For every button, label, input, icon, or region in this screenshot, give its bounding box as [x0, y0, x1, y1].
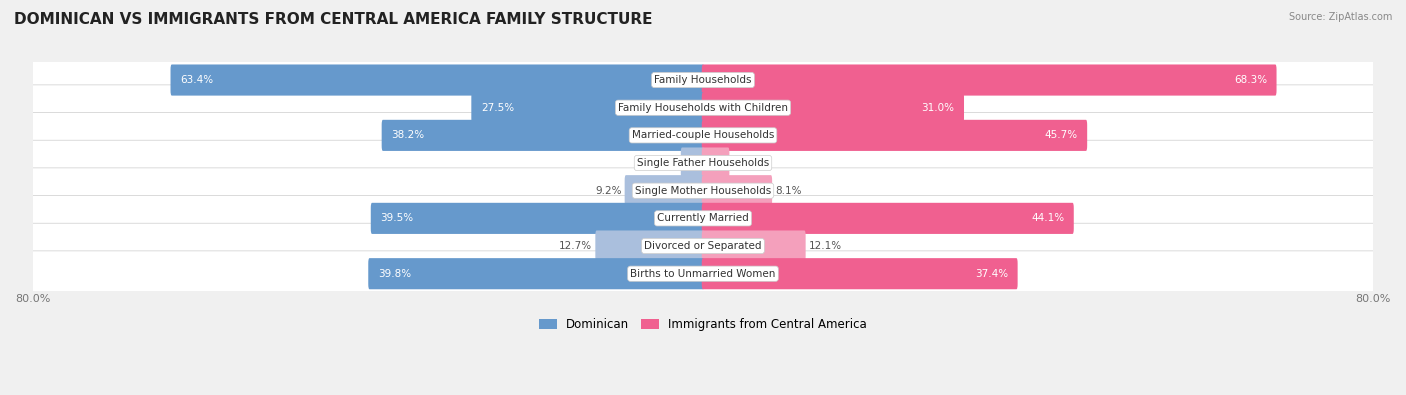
- Text: 2.5%: 2.5%: [651, 158, 678, 168]
- Text: 44.1%: 44.1%: [1031, 213, 1064, 223]
- FancyBboxPatch shape: [30, 251, 1376, 297]
- FancyBboxPatch shape: [381, 120, 704, 151]
- Text: Births to Unmarried Women: Births to Unmarried Women: [630, 269, 776, 279]
- FancyBboxPatch shape: [30, 223, 1376, 269]
- FancyBboxPatch shape: [702, 120, 1087, 151]
- FancyBboxPatch shape: [170, 64, 704, 96]
- Text: 39.8%: 39.8%: [378, 269, 411, 279]
- FancyBboxPatch shape: [30, 113, 1376, 158]
- Text: Family Households with Children: Family Households with Children: [619, 103, 787, 113]
- Text: 39.5%: 39.5%: [381, 213, 413, 223]
- Text: DOMINICAN VS IMMIGRANTS FROM CENTRAL AMERICA FAMILY STRUCTURE: DOMINICAN VS IMMIGRANTS FROM CENTRAL AME…: [14, 12, 652, 27]
- Text: Family Households: Family Households: [654, 75, 752, 85]
- FancyBboxPatch shape: [702, 258, 1018, 289]
- FancyBboxPatch shape: [30, 168, 1376, 214]
- Text: 9.2%: 9.2%: [595, 186, 621, 196]
- Text: Married-couple Households: Married-couple Households: [631, 130, 775, 140]
- FancyBboxPatch shape: [681, 147, 704, 179]
- Text: 12.1%: 12.1%: [808, 241, 842, 251]
- Text: 12.7%: 12.7%: [560, 241, 592, 251]
- Text: Single Mother Households: Single Mother Households: [636, 186, 770, 196]
- Text: 31.0%: 31.0%: [921, 103, 955, 113]
- Text: 3.0%: 3.0%: [733, 158, 759, 168]
- Text: 45.7%: 45.7%: [1045, 130, 1077, 140]
- Text: Divorced or Separated: Divorced or Separated: [644, 241, 762, 251]
- Text: 27.5%: 27.5%: [481, 103, 515, 113]
- FancyBboxPatch shape: [371, 203, 704, 234]
- FancyBboxPatch shape: [702, 64, 1277, 96]
- FancyBboxPatch shape: [702, 203, 1074, 234]
- Legend: Dominican, Immigrants from Central America: Dominican, Immigrants from Central Ameri…: [534, 313, 872, 336]
- FancyBboxPatch shape: [595, 230, 704, 261]
- FancyBboxPatch shape: [702, 92, 965, 123]
- Text: 63.4%: 63.4%: [180, 75, 214, 85]
- Text: 68.3%: 68.3%: [1234, 75, 1267, 85]
- Text: Source: ZipAtlas.com: Source: ZipAtlas.com: [1288, 12, 1392, 22]
- FancyBboxPatch shape: [30, 57, 1376, 103]
- FancyBboxPatch shape: [702, 230, 806, 261]
- Text: 8.1%: 8.1%: [775, 186, 801, 196]
- FancyBboxPatch shape: [702, 175, 772, 206]
- FancyBboxPatch shape: [30, 196, 1376, 241]
- FancyBboxPatch shape: [471, 92, 704, 123]
- Text: Currently Married: Currently Married: [657, 213, 749, 223]
- FancyBboxPatch shape: [624, 175, 704, 206]
- FancyBboxPatch shape: [30, 85, 1376, 130]
- Text: 38.2%: 38.2%: [391, 130, 425, 140]
- Text: 37.4%: 37.4%: [974, 269, 1008, 279]
- FancyBboxPatch shape: [30, 140, 1376, 186]
- FancyBboxPatch shape: [702, 147, 730, 179]
- FancyBboxPatch shape: [368, 258, 704, 289]
- Text: Single Father Households: Single Father Households: [637, 158, 769, 168]
